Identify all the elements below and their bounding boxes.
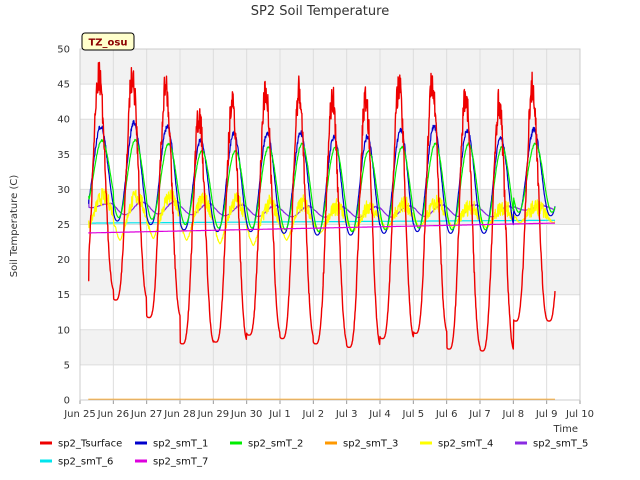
chart-title: SP2 Soil Temperature xyxy=(251,4,389,19)
x-tick-label: Jun 26 xyxy=(97,409,130,420)
x-tick-label: Jul 8 xyxy=(502,409,525,420)
y-tick-label: 15 xyxy=(57,290,70,301)
plot-band xyxy=(80,224,580,260)
x-tick-label: Jul 5 xyxy=(402,409,425,420)
x-tick-label: Jun 30 xyxy=(230,409,263,420)
series-line-sp2-smt-2 xyxy=(88,138,556,233)
x-tick-label: Jun 25 xyxy=(63,409,96,420)
x-tick-label: Jul 2 xyxy=(302,409,325,420)
plot-band xyxy=(80,49,580,85)
legend-label: sp2_smT_2 xyxy=(248,439,303,450)
x-tick-label: Jul 4 xyxy=(368,409,391,420)
x-tick-label: Jul 3 xyxy=(335,409,358,420)
plot-band xyxy=(80,329,580,365)
y-axis-title: Soil Temperature (C) xyxy=(9,175,20,278)
legend-label: sp2_smT_6 xyxy=(58,457,113,468)
x-tick-label: Jul 10 xyxy=(565,409,594,420)
y-tick-label: 35 xyxy=(57,150,70,161)
series-layer xyxy=(87,61,556,400)
plot-band xyxy=(80,294,580,330)
legend-label: sp2_Tsurface xyxy=(58,439,122,450)
x-tick-label: Jun 29 xyxy=(197,409,230,420)
y-tick-label: 30 xyxy=(57,185,70,196)
y-tick-label: 45 xyxy=(57,80,70,91)
y-tick-label: 50 xyxy=(57,45,70,56)
x-tick-label: Jun 27 xyxy=(130,409,163,420)
legend: sp2_Tsurface sp2_smT_1 sp2_smT_2 sp2_smT_3 s… xyxy=(40,439,588,468)
y-tick-label: 40 xyxy=(57,115,70,126)
y-tick-label: 25 xyxy=(57,220,70,231)
y-tick-label: 20 xyxy=(57,255,70,266)
series-line-sp2-tsurface xyxy=(87,61,556,352)
legend-label: sp2_smT_4 xyxy=(438,439,493,450)
x-tick-label: Jun 28 xyxy=(163,409,196,420)
y-tick-label: 10 xyxy=(57,325,70,336)
y-tick-label: 5 xyxy=(64,360,70,371)
tz-badge-label: TZ_osu xyxy=(88,38,127,49)
tz-badge: TZ_osu xyxy=(81,32,135,51)
x-axis-title: Time xyxy=(553,424,578,435)
x-tick-label: Jul 1 xyxy=(268,409,291,420)
legend-label: sp2_smT_5 xyxy=(533,439,588,450)
y-tick-label: 0 xyxy=(64,396,70,407)
x-tick-label: Jul 9 xyxy=(535,409,558,420)
series-line-sp2-smt-4 xyxy=(88,188,556,247)
legend-label: sp2_smT_3 xyxy=(343,439,398,450)
x-tick-label: Jul 7 xyxy=(468,409,491,420)
tz-badge-box xyxy=(81,32,135,51)
plot-band xyxy=(80,259,580,295)
plot-frame xyxy=(79,48,581,401)
series-line-sp2-smt-7 xyxy=(88,222,556,234)
legend-label: sp2_smT_7 xyxy=(153,457,208,468)
plot-band xyxy=(80,364,580,400)
x-tick-label: Jul 6 xyxy=(435,409,458,420)
legend-label: sp2_smT_1 xyxy=(153,439,208,450)
